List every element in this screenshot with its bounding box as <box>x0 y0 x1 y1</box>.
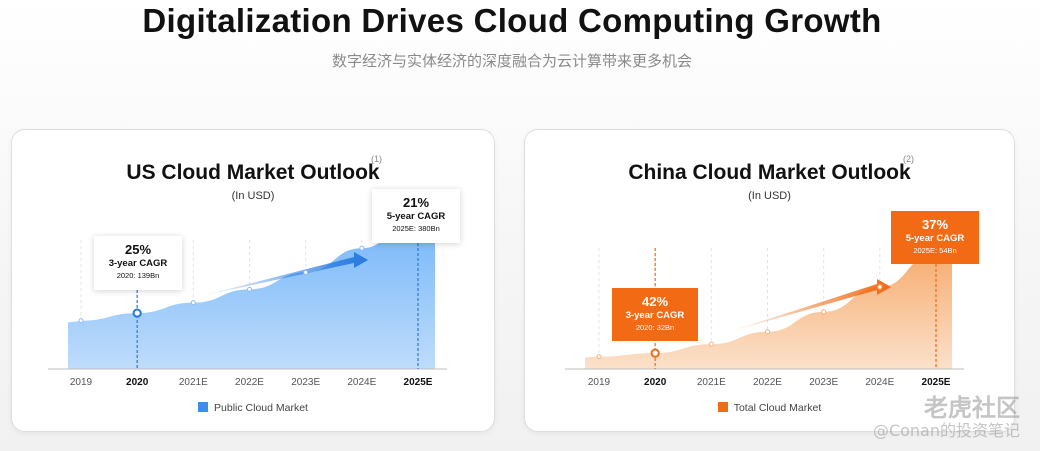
cn-tick-label: 2023E <box>809 377 838 388</box>
china-cagr-2025-percent: 37% <box>921 217 949 232</box>
china-chart-title: China Cloud Market Outlook <box>628 161 911 184</box>
china-cagr-2025-label: 5-year CAGR <box>905 233 965 244</box>
us-legend-label: Public Cloud Market <box>214 402 308 414</box>
china-area-chart: 2019 2020 2021E 2022E 2023E 2024E 2025E <box>565 243 964 388</box>
us-tick-label: 2019 <box>70 377 93 388</box>
watermark-user: @Conan的投资笔记 <box>872 421 1020 440</box>
us-chart-unit: (In USD) <box>231 190 275 202</box>
china-cagr-box-2020: 42% 3-year CAGR 2020: 32Bn <box>612 288 698 341</box>
us-data-point <box>303 269 309 275</box>
cn-tick-label: 2025E <box>922 377 951 388</box>
us-data-point <box>78 318 84 324</box>
cn-tick-label: 2021E <box>697 377 726 388</box>
us-cagr-2025-note: 2025E: 380Bn <box>392 224 440 233</box>
china-cagr-2020-note: 2020: 32Bn <box>635 323 675 332</box>
us-tick-label: 2022E <box>235 377 264 388</box>
us-data-point <box>190 300 196 306</box>
watermark-logo: 老虎社区 <box>924 394 1020 422</box>
cn-data-point <box>765 329 770 335</box>
cn-key-point <box>650 348 660 358</box>
us-tick-label: 2024E <box>347 377 376 388</box>
china-area-series <box>585 243 952 369</box>
us-legend-swatch <box>198 402 209 412</box>
china-cagr-box-2025: 37% 5-year CAGR 2025E: 54Bn <box>891 211 979 264</box>
cn-tick-label: 2019 <box>588 377 611 388</box>
us-tick-label: 2021E <box>179 377 208 388</box>
us-data-point <box>359 245 365 251</box>
china-footnote: (2) <box>903 154 914 164</box>
us-key-point <box>132 308 142 318</box>
cn-tick-label: 2024E <box>865 377 894 388</box>
us-cagr-box-2020: 25% 3-year CAGR 2020: 139Bn <box>94 236 182 290</box>
us-cagr-2020-note: 2020: 139Bn <box>116 271 160 280</box>
us-tick-label: 2020 <box>126 377 149 388</box>
china-legend-label: Total Cloud Market <box>733 402 822 414</box>
china-x-axis: 2019 2020 2021E 2022E 2023E 2024E 2025E <box>565 368 964 388</box>
us-cagr-2025-label: 5-year CAGR <box>386 211 446 222</box>
us-chart-card: 2019 2020 2021E 2022E 2023E 2024E 2025E US Clo… <box>11 129 495 432</box>
cn-data-point <box>877 284 883 290</box>
cn-data-point <box>821 309 827 315</box>
cn-tick-label: 2022E <box>753 377 782 388</box>
us-footnote: (1) <box>371 154 382 164</box>
us-area-chart: 2019 2020 2021E 2022E 2023E 2024E 2025E <box>48 206 447 388</box>
china-cagr-2020-label: 3-year CAGR <box>625 310 685 321</box>
china-cagr-2020-percent: 42% <box>641 294 669 309</box>
us-tick-label: 2025E <box>404 377 433 388</box>
watermark: 老虎社区 @Conan的投资笔记 <box>873 395 1020 441</box>
us-legend: Public Cloud Market <box>12 402 494 414</box>
us-cagr-box-2025: 21% 5-year CAGR 2025E: 380Bn <box>372 189 460 243</box>
us-x-axis: 2019 2020 2021E 2022E 2023E 2024E 2025E <box>48 368 447 388</box>
us-cagr-2025-percent: 21% <box>402 195 430 210</box>
cn-data-point <box>596 354 602 360</box>
us-chart-title: US Cloud Market Outlook <box>126 161 380 184</box>
china-legend: Total Cloud Market <box>525 402 1014 414</box>
china-data-points <box>596 248 941 369</box>
china-cagr-2025-note: 2025E: 54Bn <box>913 246 957 255</box>
us-cagr-2020-percent: 25% <box>124 242 152 257</box>
cn-data-point <box>708 341 714 347</box>
cn-tick-label: 2020 <box>644 377 667 388</box>
page-title: Digitalization Drives Cloud Computing Gr… <box>142 2 882 39</box>
us-cagr-2020-label: 3-year CAGR <box>108 258 168 269</box>
us-tick-label: 2023E <box>291 377 320 388</box>
china-legend-swatch <box>717 402 728 412</box>
china-chart-unit: (In USD) <box>748 190 791 202</box>
page-subtitle: 数字经济与实体经济的深度融合为云计算带来更多机会 <box>331 52 692 70</box>
us-data-point <box>247 286 252 292</box>
china-chart-card: 2019 2020 2021E 2022E 2023E 2024E 2025E China … <box>524 129 1015 432</box>
us-area-series <box>68 206 435 369</box>
